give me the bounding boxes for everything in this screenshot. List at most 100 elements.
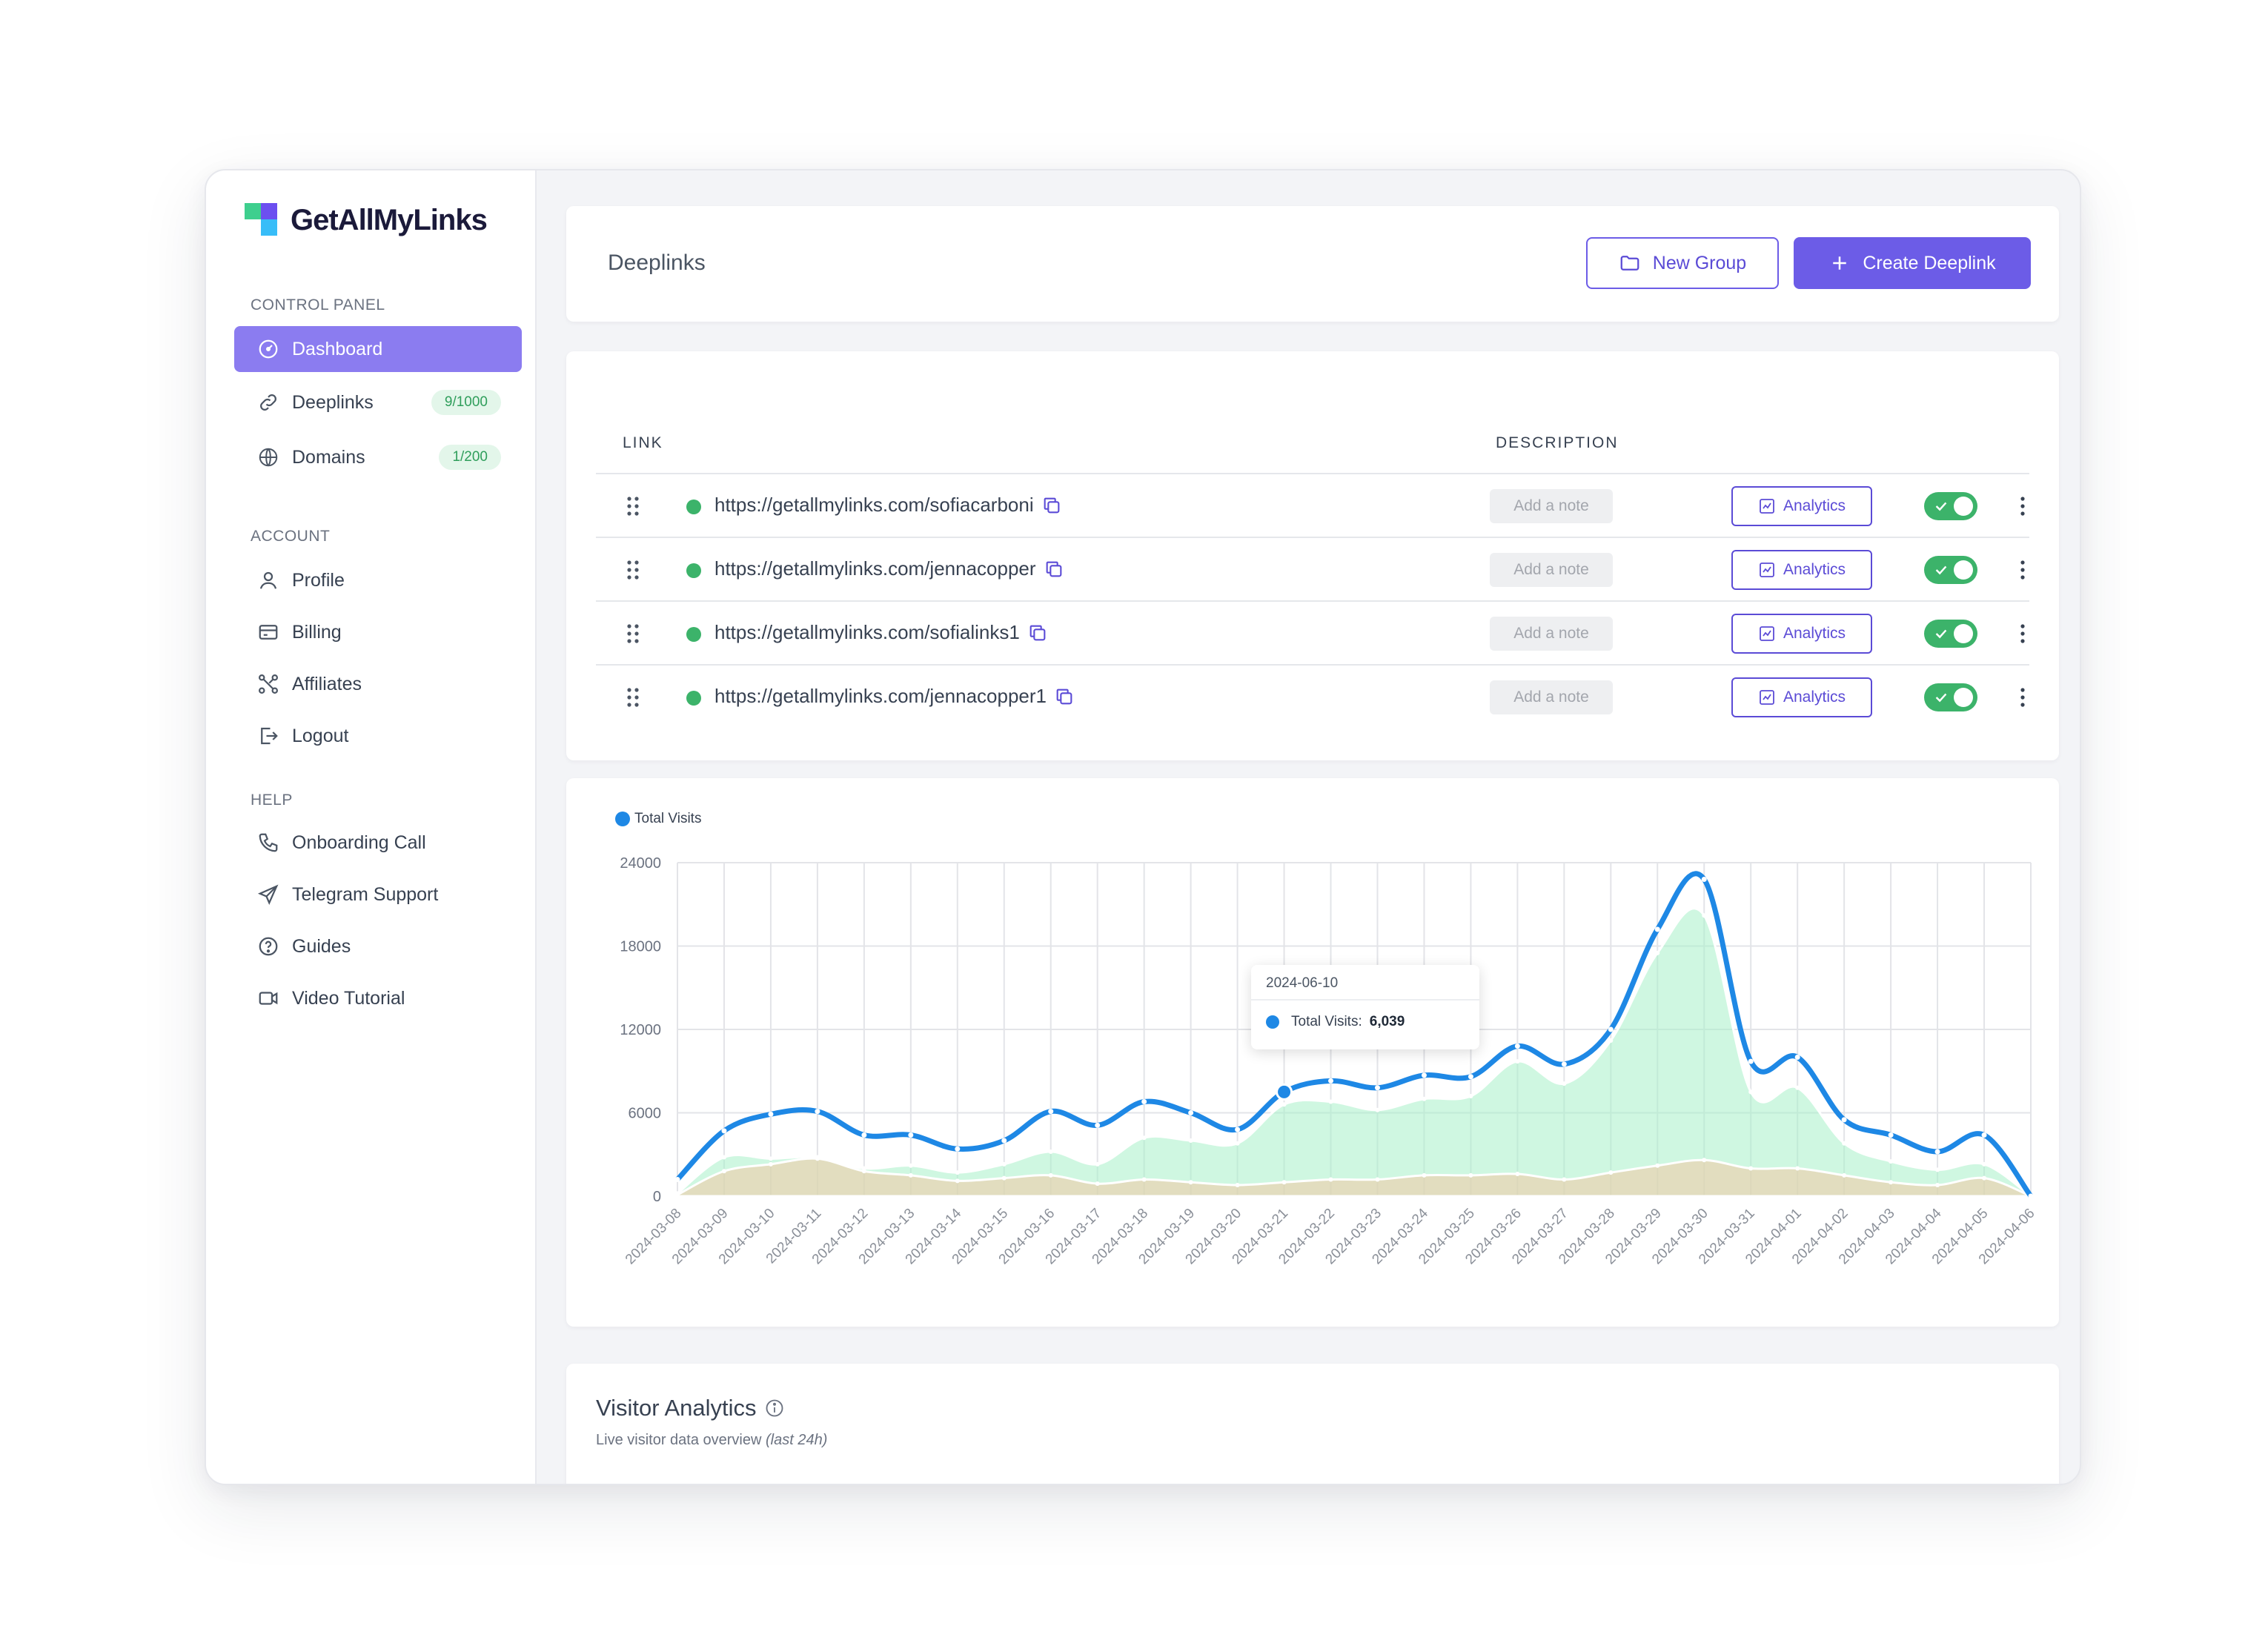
link-url[interactable]: https://getallmylinks.com/jennacopper1 [714, 685, 1075, 708]
data-point[interactable] [2028, 1193, 2034, 1199]
link-enabled-toggle[interactable] [1924, 683, 1977, 711]
legend-label: Total Visits [634, 811, 702, 826]
drag-handle-icon[interactable] [626, 495, 640, 517]
data-point[interactable] [1048, 1109, 1054, 1115]
logo-mark-icon [245, 203, 279, 237]
plus-icon [1828, 252, 1851, 274]
link-url[interactable]: https://getallmylinks.com/sofialinks1 [714, 621, 1048, 644]
sidebar-item-telegram-support[interactable]: Telegram Support [234, 872, 522, 918]
add-note-field[interactable]: Add a note [1490, 489, 1613, 523]
chart-icon [1760, 626, 1774, 641]
data-point[interactable] [1095, 1122, 1101, 1128]
y-tick-label: 24000 [620, 855, 661, 872]
more-options-icon[interactable] [2019, 686, 2026, 709]
y-tick-label: 0 [653, 1189, 661, 1205]
data-point[interactable] [674, 1177, 680, 1182]
data-point[interactable] [1468, 1074, 1473, 1080]
sidebar-item-logout[interactable]: Logout [234, 713, 522, 759]
series-point [908, 1163, 913, 1168]
new-group-button[interactable]: New Group [1586, 237, 1779, 289]
tooltip-label: Total Visits: [1291, 1014, 1362, 1029]
series-point [1422, 1096, 1427, 1101]
link-enabled-toggle[interactable] [1924, 492, 1977, 520]
sidebar-item-domains[interactable]: Domains 1/200 [234, 434, 522, 480]
data-point[interactable] [955, 1146, 961, 1152]
analytics-button[interactable]: Analytics [1731, 614, 1872, 654]
data-point[interactable] [721, 1128, 727, 1134]
data-point[interactable] [1794, 1055, 1800, 1060]
more-options-icon[interactable] [2019, 495, 2026, 517]
sidebar-item-guides[interactable]: Guides [234, 923, 522, 969]
data-point[interactable] [1748, 1058, 1754, 1064]
drag-handle-icon[interactable] [626, 623, 640, 645]
data-point[interactable] [1888, 1132, 1894, 1138]
info-icon[interactable] [764, 1398, 785, 1419]
series-point [1328, 1099, 1333, 1104]
series-point [1235, 1141, 1240, 1146]
data-point[interactable] [1608, 1026, 1614, 1032]
check-icon [1935, 629, 1947, 639]
sidebar-item-dashboard[interactable]: Dashboard [234, 326, 522, 372]
link-url[interactable]: https://getallmylinks.com/sofiacarboni [714, 494, 1062, 517]
copy-icon[interactable] [1041, 495, 1062, 516]
data-point[interactable] [1374, 1085, 1380, 1091]
add-note-field[interactable]: Add a note [1490, 617, 1613, 651]
link-enabled-toggle[interactable] [1924, 620, 1977, 648]
link-url[interactable]: https://getallmylinks.com/jennacopper [714, 557, 1064, 580]
drag-handle-icon[interactable] [626, 559, 640, 581]
chart-legend[interactable]: Total Visits [615, 811, 701, 827]
create-deeplink-button[interactable]: Create Deeplink [1794, 237, 2031, 289]
more-options-icon[interactable] [2019, 623, 2026, 645]
sidebar: GetAllMyLinks CONTROL PANEL Dashboard De… [206, 170, 537, 1484]
data-point[interactable] [1421, 1072, 1427, 1078]
data-point[interactable] [1934, 1149, 1940, 1155]
data-point[interactable] [908, 1132, 914, 1138]
table-row: https://getallmylinks.com/sofiacarboni A… [596, 473, 2029, 537]
data-point[interactable] [861, 1132, 867, 1138]
data-point[interactable] [1188, 1110, 1194, 1115]
sidebar-item-billing[interactable]: Billing [234, 609, 522, 655]
status-dot [686, 500, 701, 514]
chart-icon [1760, 499, 1774, 514]
visits-chart[interactable]: 060001200018000240002024-03-082024-03-09… [566, 778, 2059, 1327]
copy-icon[interactable] [1044, 559, 1064, 580]
data-point[interactable] [1328, 1078, 1334, 1084]
data-point[interactable] [1654, 926, 1660, 932]
series-point [1235, 1183, 1240, 1187]
drag-handle-icon[interactable] [626, 686, 640, 709]
sidebar-item-label: Logout [292, 725, 349, 746]
series-point [1842, 1172, 1847, 1178]
data-point[interactable] [1514, 1044, 1520, 1049]
copy-icon[interactable] [1027, 623, 1048, 643]
data-point[interactable] [1235, 1127, 1241, 1132]
highlighted-point[interactable] [1276, 1083, 1293, 1101]
add-note-field[interactable]: Add a note [1490, 680, 1613, 714]
data-point[interactable] [815, 1109, 820, 1115]
data-point[interactable] [1001, 1138, 1007, 1144]
sidebar-item-deeplinks[interactable]: Deeplinks 9/1000 [234, 379, 522, 425]
sidebar-item-onboarding-call[interactable]: Onboarding Call [234, 820, 522, 866]
analytics-button[interactable]: Analytics [1731, 677, 1872, 717]
phone-icon [256, 831, 280, 855]
analytics-button[interactable]: Analytics [1731, 550, 1872, 590]
data-point[interactable] [1561, 1061, 1567, 1067]
sidebar-item-profile[interactable]: Profile [234, 557, 522, 603]
series-point [1562, 1081, 1567, 1086]
copy-icon[interactable] [1054, 686, 1075, 707]
series-point [1281, 1180, 1287, 1185]
data-point[interactable] [1141, 1099, 1147, 1104]
brand-logo[interactable]: GetAllMyLinks [245, 203, 488, 237]
sidebar-item-affiliates[interactable]: Affiliates [234, 661, 522, 707]
analytics-button[interactable]: Analytics [1731, 486, 1872, 526]
more-options-icon[interactable] [2019, 559, 2026, 581]
column-header-description: DESCRIPTION [1496, 434, 1619, 451]
add-note-field[interactable]: Add a note [1490, 553, 1613, 587]
data-point[interactable] [1981, 1132, 1987, 1138]
sidebar-item-video-tutorial[interactable]: Video Tutorial [234, 975, 522, 1021]
link-enabled-toggle[interactable] [1924, 556, 1977, 584]
data-point[interactable] [1841, 1117, 1847, 1123]
data-point[interactable] [768, 1111, 774, 1117]
table-row: https://getallmylinks.com/jennacopper1 A… [596, 664, 2029, 728]
sidebar-item-label: Dashboard [292, 338, 383, 359]
data-point[interactable] [1701, 877, 1707, 882]
